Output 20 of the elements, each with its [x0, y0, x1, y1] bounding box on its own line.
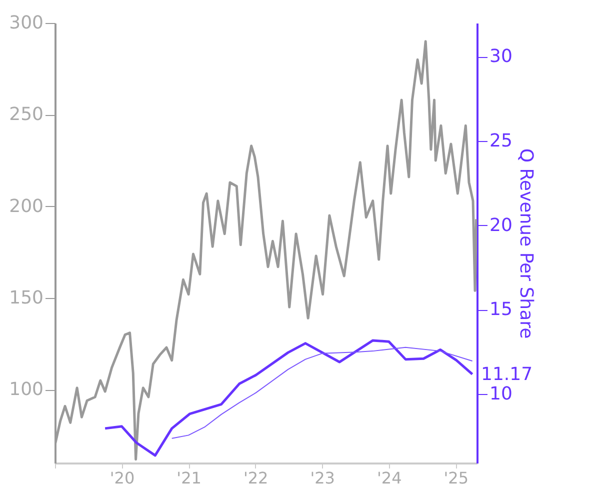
line-series — [104, 339, 474, 457]
y2-tick-label: 15 — [490, 299, 512, 320]
y2-tick-label: 10 — [490, 383, 512, 404]
y-tick-label: 150 — [9, 288, 44, 308]
y2-tick-label: 30 — [490, 46, 512, 68]
x-tick-label: '21 — [176, 468, 202, 488]
y-tick-label: 100 — [9, 379, 44, 400]
y-tick-label: 250 — [9, 104, 44, 126]
x-tick-label: '22 — [243, 468, 268, 488]
line-series — [171, 346, 473, 439]
text: 11.17 — [481, 364, 533, 385]
y-tick-label: 200 — [9, 196, 44, 217]
y2-axis-title: Q Revenue Per Share — [515, 148, 536, 339]
x-tick-label: '24 — [376, 468, 402, 488]
x-tick-label: '23 — [310, 468, 335, 488]
y2-tick-label: 25 — [490, 130, 512, 152]
x-tick-label: '20 — [110, 468, 135, 488]
x-tick-label: '25 — [444, 468, 469, 488]
y-tick-label: 300 — [9, 12, 44, 34]
y2-tick-label: 20 — [490, 214, 512, 236]
